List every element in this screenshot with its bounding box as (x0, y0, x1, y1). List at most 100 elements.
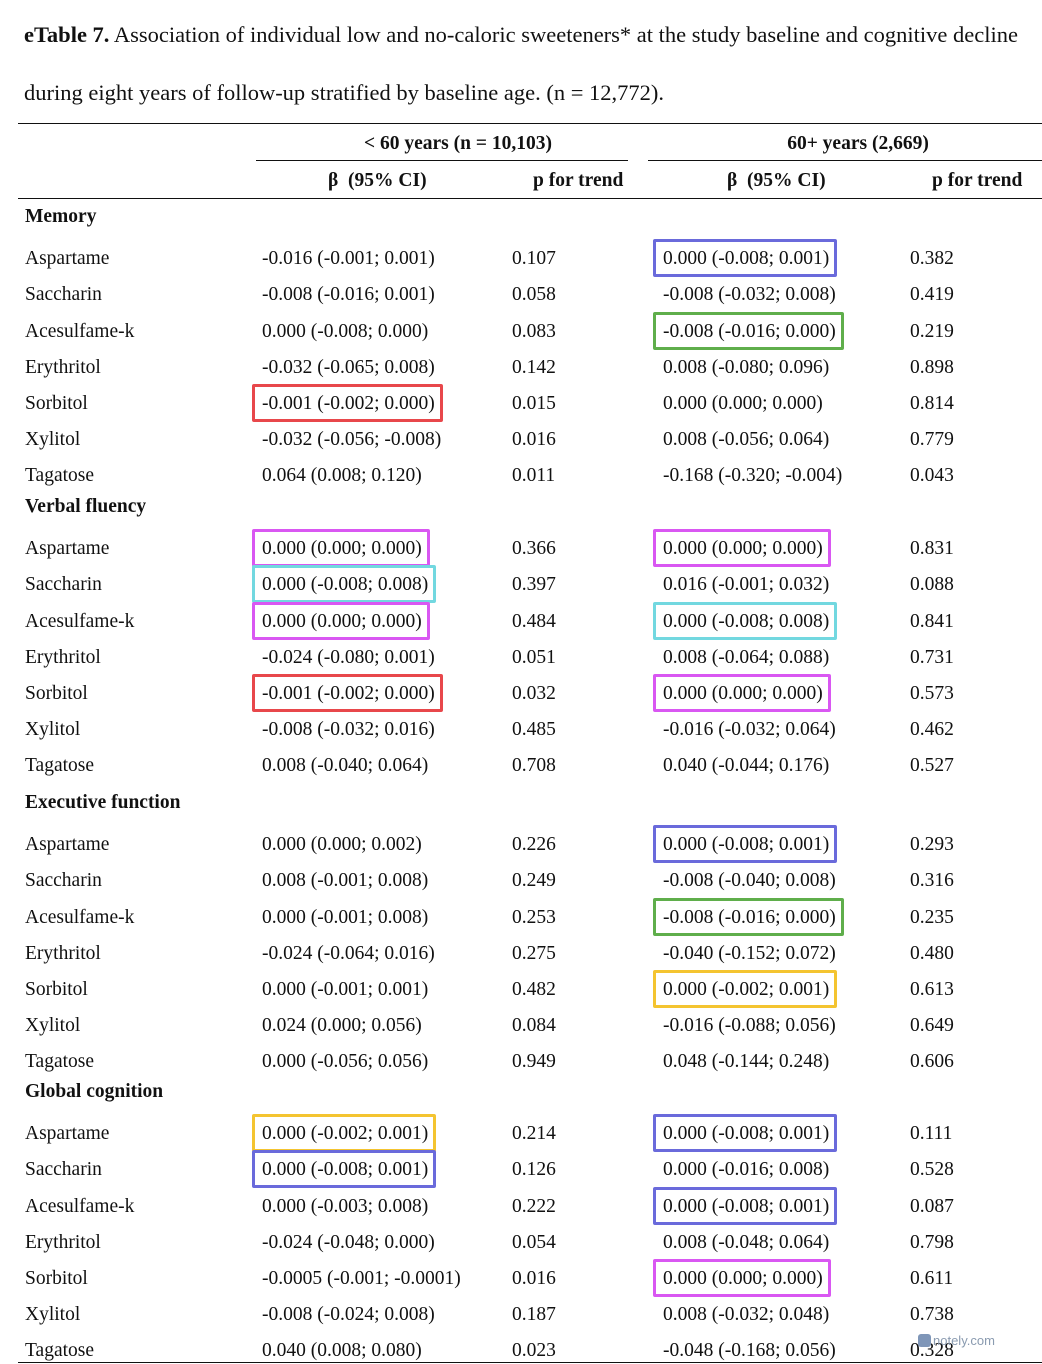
beta-ci-60-plus: -0.008 (-0.032; 0.008) (663, 284, 836, 305)
highlight-box-cyan (252, 565, 436, 603)
section-title-verbal-fluency: Verbal fluency (25, 496, 147, 517)
beta-ci-60-plus: 0.008 (-0.056; 0.064) (663, 429, 830, 450)
beta-ci-under-60: 0.000 (0.000; 0.000) (262, 538, 422, 559)
p-trend-under-60: 0.015 (512, 393, 556, 414)
header-rule (18, 198, 1042, 199)
table-title-label: eTable 7. (24, 22, 110, 47)
row-label: Sorbitol (25, 979, 88, 1000)
highlight-box-green (653, 312, 844, 350)
beta-ci-under-60: 0.064 (0.008; 0.120) (262, 465, 422, 486)
beta-ci-60-plus: 0.040 (-0.044; 0.176) (663, 755, 830, 776)
p-trend-60-plus: 0.088 (910, 574, 954, 595)
section-title-executive-function: Executive function (25, 792, 181, 813)
highlight-box-green (653, 898, 844, 936)
row-label: Tagatose (25, 465, 95, 486)
p-trend-60-plus: 0.382 (910, 248, 954, 269)
row-label: Saccharin (25, 870, 102, 891)
p-trend-60-plus: 0.419 (910, 284, 954, 305)
p-trend-under-60: 0.023 (512, 1340, 556, 1361)
highlight-box-cyan (653, 602, 837, 640)
row-label: Xylitol (25, 429, 81, 450)
table-title-text: Association of individual low and no-cal… (24, 22, 1018, 105)
row-label: Erythritol (25, 357, 101, 378)
row-label: Aspartame (25, 1123, 110, 1144)
beta-ci-under-60: -0.008 (-0.016; 0.001) (262, 284, 435, 305)
row-label: Tagatose (25, 1340, 95, 1361)
highlight-box-red (252, 384, 443, 422)
beta-ci-under-60: 0.000 (-0.056; 0.056) (262, 1051, 429, 1072)
col-header-p-60-plus: p for trend (932, 170, 1023, 191)
p-trend-60-plus: 0.831 (910, 538, 954, 559)
beta-ci-under-60: 0.000 (-0.008; 0.008) (262, 574, 429, 595)
section-title-memory: Memory (25, 206, 97, 227)
p-trend-60-plus: 0.527 (910, 755, 954, 776)
beta-ci-under-60: 0.000 (-0.001; 0.001) (262, 979, 429, 1000)
bottom-rule (18, 1362, 1042, 1363)
row-label: Tagatose (25, 755, 95, 776)
beta-ci-60-plus: 0.000 (0.000; 0.000) (663, 538, 823, 559)
beta-ci-60-plus: 0.008 (-0.032; 0.048) (663, 1304, 830, 1325)
row-label: Aspartame (25, 834, 110, 855)
watermark: notely.com (918, 1333, 995, 1348)
beta-ci-60-plus: 0.008 (-0.080; 0.096) (663, 357, 830, 378)
p-trend-60-plus: 0.087 (910, 1196, 954, 1217)
p-trend-under-60: 0.253 (512, 907, 556, 928)
beta-ci-60-plus: 0.000 (-0.008; 0.001) (663, 834, 830, 855)
p-trend-60-plus: 0.528 (910, 1159, 954, 1180)
p-trend-60-plus: 0.841 (910, 611, 954, 632)
beta-ci-under-60: 0.040 (0.008; 0.080) (262, 1340, 422, 1361)
row-label: Saccharin (25, 284, 102, 305)
row-label: Sorbitol (25, 393, 88, 414)
p-trend-under-60: 0.011 (512, 465, 556, 486)
group-header-under-60: < 60 years (n = 10,103) (364, 133, 552, 154)
highlight-box-red (252, 674, 443, 712)
beta-ci-60-plus: 0.000 (0.000; 0.000) (663, 393, 823, 414)
p-trend-60-plus: 0.731 (910, 647, 954, 668)
p-trend-under-60: 0.142 (512, 357, 556, 378)
row-label: Acesulfame-k (25, 611, 135, 632)
row-label: Erythritol (25, 943, 101, 964)
beta-ci-under-60: 0.000 (-0.008; 0.001) (262, 1159, 429, 1180)
beta-ci-under-60: 0.000 (-0.002; 0.001) (262, 1123, 429, 1144)
p-trend-under-60: 0.366 (512, 538, 556, 559)
beta-ci-under-60: 0.000 (-0.008; 0.000) (262, 321, 429, 342)
beta-ci-under-60: -0.001 (-0.002; 0.000) (262, 683, 435, 704)
beta-ci-under-60: -0.032 (-0.065; 0.008) (262, 357, 435, 378)
p-trend-under-60: 0.485 (512, 719, 556, 740)
p-trend-60-plus: 0.779 (910, 429, 954, 450)
p-trend-under-60: 0.058 (512, 284, 556, 305)
beta-ci-under-60: -0.024 (-0.048; 0.000) (262, 1232, 435, 1253)
beta-ci-under-60: -0.024 (-0.080; 0.001) (262, 647, 435, 668)
p-trend-under-60: 0.222 (512, 1196, 556, 1217)
highlight-box-magenta (252, 602, 430, 640)
beta-ci-60-plus: 0.000 (-0.008; 0.001) (663, 1196, 830, 1217)
row-label: Saccharin (25, 574, 102, 595)
beta-ci-60-plus: -0.048 (-0.168; 0.056) (663, 1340, 836, 1361)
p-trend-60-plus: 0.235 (910, 907, 954, 928)
col-header-p-under-60: p for trend (533, 170, 624, 191)
beta-ci-60-plus: 0.016 (-0.001; 0.032) (663, 574, 830, 595)
p-trend-under-60: 0.083 (512, 321, 556, 342)
highlight-box-magenta (653, 674, 831, 712)
row-label: Acesulfame-k (25, 321, 135, 342)
beta-ci-60-plus: -0.008 (-0.040; 0.008) (663, 870, 836, 891)
section-title-global-cognition: Global cognition (25, 1081, 164, 1102)
p-trend-60-plus: 0.898 (910, 357, 954, 378)
highlight-box-magenta (653, 1259, 831, 1297)
p-trend-60-plus: 0.043 (910, 465, 954, 486)
p-trend-60-plus: 0.293 (910, 834, 954, 855)
p-trend-60-plus: 0.111 (910, 1123, 953, 1144)
p-trend-under-60: 0.275 (512, 943, 556, 964)
row-label: Xylitol (25, 1304, 81, 1325)
beta-ci-60-plus: 0.000 (-0.016; 0.008) (663, 1159, 830, 1180)
beta-ci-under-60: 0.008 (-0.001; 0.008) (262, 870, 429, 891)
row-label: Acesulfame-k (25, 907, 135, 928)
beta-ci-under-60: 0.000 (0.000; 0.002) (262, 834, 422, 855)
p-trend-60-plus: 0.738 (910, 1304, 954, 1325)
row-label: Sorbitol (25, 683, 88, 704)
p-trend-under-60: 0.054 (512, 1232, 556, 1253)
p-trend-under-60: 0.214 (512, 1123, 556, 1144)
p-trend-under-60: 0.051 (512, 647, 556, 668)
beta-ci-under-60: 0.008 (-0.040; 0.064) (262, 755, 429, 776)
group-rule-under-60 (256, 160, 628, 161)
